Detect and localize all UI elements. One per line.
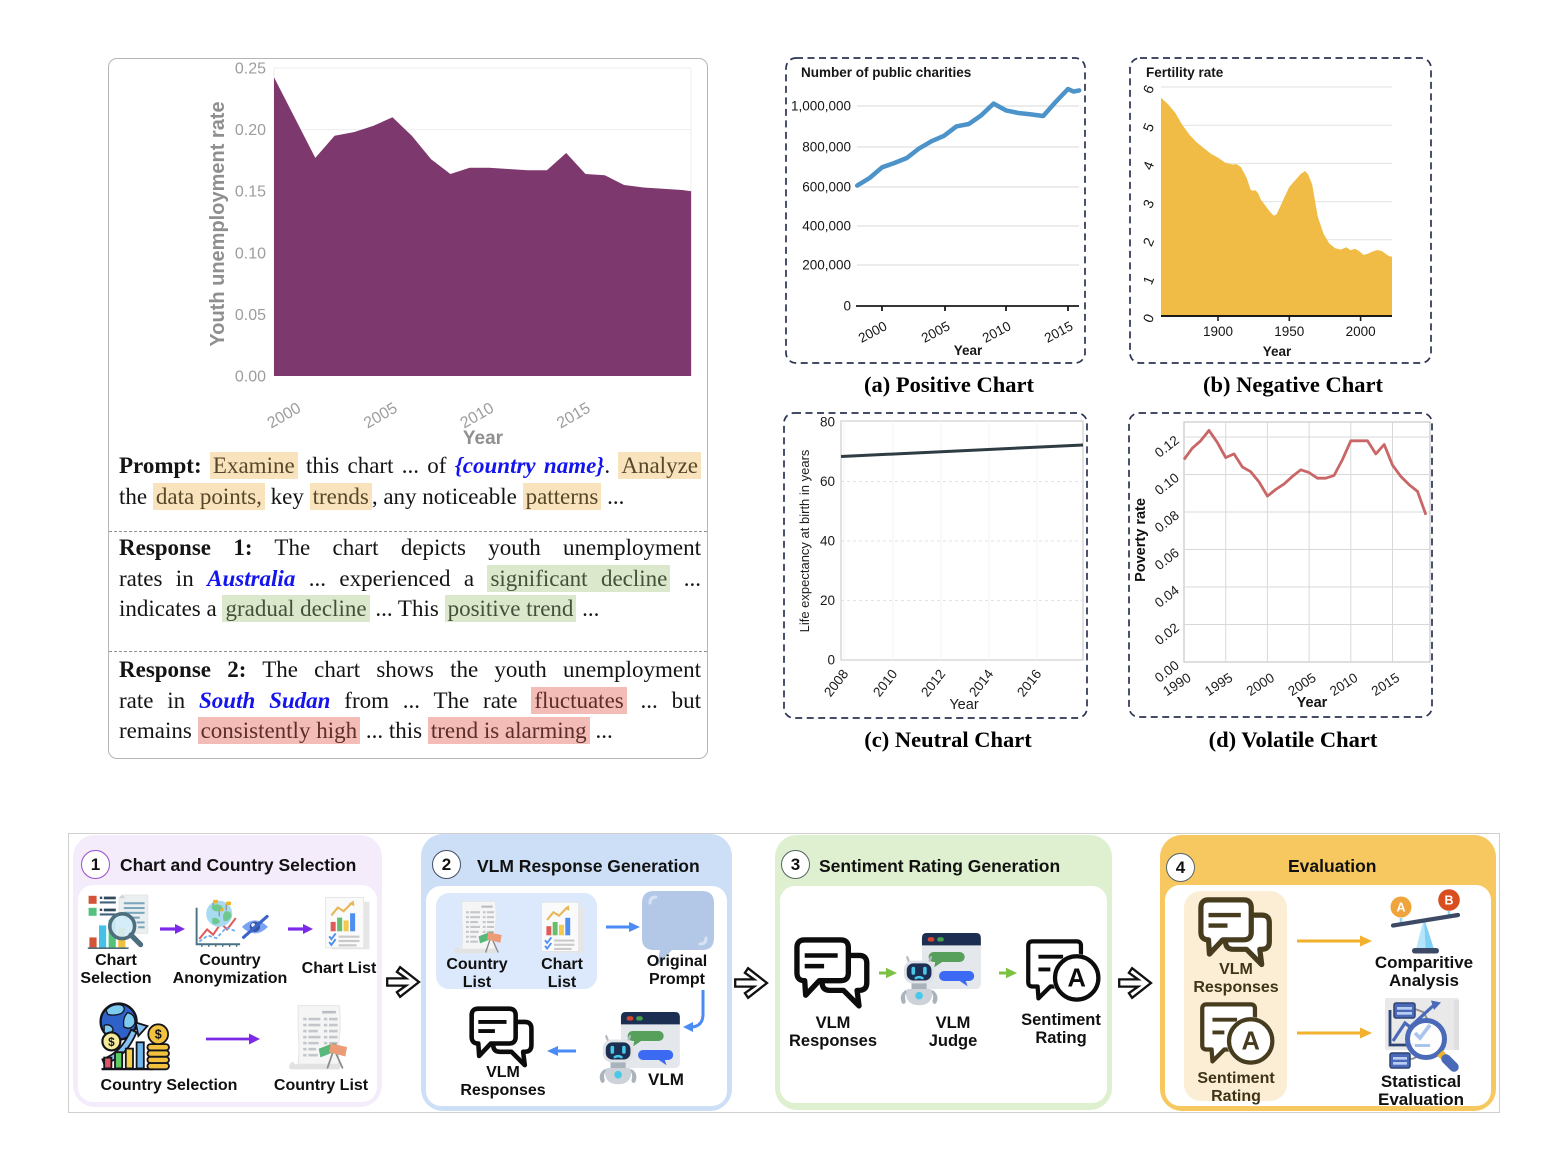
svg-text:0.08: 0.08 <box>1152 508 1182 536</box>
svg-text:0.02: 0.02 <box>1152 620 1182 648</box>
svg-text:0.00: 0.00 <box>235 369 266 386</box>
svg-text:0.25: 0.25 <box>235 61 266 78</box>
svg-text:2016: 2016 <box>1014 667 1044 700</box>
svg-text:0: 0 <box>827 653 835 668</box>
svg-text:2008: 2008 <box>821 667 851 700</box>
svg-text:0.20: 0.20 <box>235 122 266 139</box>
svg-text:60: 60 <box>820 474 835 489</box>
svg-text:0.06: 0.06 <box>1152 545 1182 573</box>
svg-text:1: 1 <box>1139 273 1157 286</box>
svg-text:2014: 2014 <box>966 666 997 699</box>
svg-text:2015: 2015 <box>554 400 593 433</box>
svg-text:0.05: 0.05 <box>235 307 266 324</box>
svg-text:2015: 2015 <box>1042 318 1076 345</box>
svg-text:600,000: 600,000 <box>802 180 851 195</box>
svg-text:1995: 1995 <box>1202 670 1235 699</box>
svg-text:2005: 2005 <box>361 400 400 433</box>
svg-text:0: 0 <box>843 299 851 314</box>
svg-text:2000: 2000 <box>1346 324 1376 339</box>
svg-text:0.04: 0.04 <box>1152 582 1182 610</box>
svg-text:0.10: 0.10 <box>1152 470 1182 498</box>
svg-text:2010: 2010 <box>870 667 900 700</box>
svg-text:3: 3 <box>1139 197 1157 210</box>
svg-text:Year: Year <box>463 428 504 449</box>
svg-text:1950: 1950 <box>1274 324 1304 339</box>
svg-text:2010: 2010 <box>1327 670 1360 699</box>
svg-text:200,000: 200,000 <box>802 258 851 273</box>
svg-text:2000: 2000 <box>856 318 890 345</box>
svg-text:0.12: 0.12 <box>1152 433 1182 461</box>
svg-text:Fertility rate: Fertility rate <box>1146 65 1224 80</box>
svg-text:2000: 2000 <box>1244 670 1277 699</box>
svg-text:2: 2 <box>1139 235 1157 248</box>
svg-text:20: 20 <box>820 593 835 608</box>
svg-text:4: 4 <box>1139 159 1157 172</box>
svg-text:1900: 1900 <box>1203 324 1233 339</box>
svg-text:Youth unemployment rate: Youth unemployment rate <box>207 101 229 346</box>
svg-text:Year: Year <box>954 343 983 358</box>
svg-text:40: 40 <box>820 534 835 549</box>
svg-text:5: 5 <box>1139 121 1157 134</box>
svg-text:Number of public charities: Number of public charities <box>801 65 971 80</box>
svg-text:Poverty rate: Poverty rate <box>1133 498 1149 582</box>
svg-text:6: 6 <box>1139 82 1157 95</box>
svg-text:800,000: 800,000 <box>802 140 851 155</box>
svg-text:2005: 2005 <box>919 318 953 345</box>
svg-text:Life expectancy at birth in ye: Life expectancy at birth in years <box>797 449 812 632</box>
svg-text:1,000,000: 1,000,000 <box>791 99 851 114</box>
svg-text:Year: Year <box>949 697 978 713</box>
svg-text:400,000: 400,000 <box>802 219 851 234</box>
svg-text:0.10: 0.10 <box>235 245 266 262</box>
svg-text:Year: Year <box>1263 344 1292 359</box>
svg-text:2000: 2000 <box>265 400 304 433</box>
svg-text:2010: 2010 <box>980 318 1014 345</box>
svg-text:0: 0 <box>1139 311 1157 324</box>
svg-text:80: 80 <box>820 415 835 430</box>
svg-text:2015: 2015 <box>1369 670 1402 699</box>
svg-text:Year: Year <box>1297 695 1328 711</box>
svg-text:2012: 2012 <box>918 667 948 700</box>
svg-text:0.15: 0.15 <box>235 184 266 201</box>
